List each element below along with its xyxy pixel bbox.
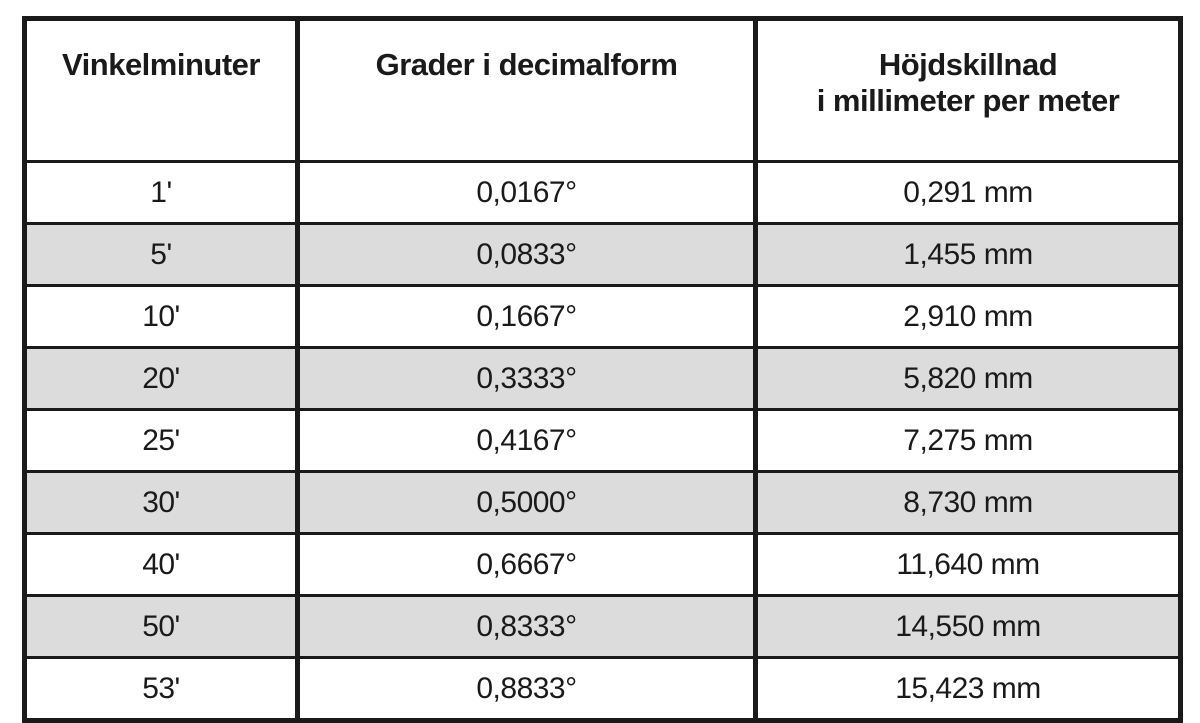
cell-minutes: 5' <box>22 222 300 287</box>
cell-degrees: 0,0833° <box>295 222 758 287</box>
table-row: 25' 0,4167° 7,275 mm <box>22 408 1183 473</box>
cell-minutes: 20' <box>22 346 300 411</box>
table-row: 30' 0,5000° 8,730 mm <box>22 470 1183 535</box>
cell-height: 14,550 mm <box>753 594 1183 659</box>
cell-height: 2,910 mm <box>753 284 1183 349</box>
table-row: 20' 0,3333° 5,820 mm <box>22 346 1183 411</box>
cell-degrees: 0,3333° <box>295 346 758 411</box>
cell-height: 5,820 mm <box>753 346 1183 411</box>
cell-degrees: 0,5000° <box>295 470 758 535</box>
cell-minutes: 30' <box>22 470 300 535</box>
header-hojdskillnad: Höjdskillnad i millimeter per meter <box>753 17 1183 163</box>
angle-conversion-table: Vinkelminuter Grader i decimalform Höjds… <box>22 16 1183 723</box>
cell-minutes: 25' <box>22 408 300 473</box>
cell-height: 8,730 mm <box>753 470 1183 535</box>
header-row: Vinkelminuter Grader i decimalform Höjds… <box>22 17 1183 163</box>
page: Vinkelminuter Grader i decimalform Höjds… <box>22 16 1183 723</box>
cell-degrees: 0,6667° <box>295 532 758 597</box>
table-row: 1' 0,0167° 0,291 mm <box>22 160 1183 225</box>
header-vinkelminuter: Vinkelminuter <box>22 17 300 163</box>
cell-height: 7,275 mm <box>753 408 1183 473</box>
table-row: 50' 0,8333° 14,550 mm <box>22 594 1183 659</box>
table-row: 40' 0,6667° 11,640 mm <box>22 532 1183 597</box>
cell-height: 0,291 mm <box>753 160 1183 225</box>
cell-degrees: 0,8333° <box>295 594 758 659</box>
header-grader-i-decimalform: Grader i decimalform <box>295 17 758 163</box>
table-row: 10' 0,1667° 2,910 mm <box>22 284 1183 349</box>
table-row: 5' 0,0833° 1,455 mm <box>22 222 1183 287</box>
cell-minutes: 1' <box>22 160 300 225</box>
cell-degrees: 0,1667° <box>295 284 758 349</box>
cell-height: 15,423 mm <box>753 656 1183 722</box>
cell-height: 11,640 mm <box>753 532 1183 597</box>
cell-minutes: 50' <box>22 594 300 659</box>
header-hojdskillnad-line1: Höjdskillnad <box>878 47 1058 82</box>
cell-height: 1,455 mm <box>753 222 1183 287</box>
cell-minutes: 10' <box>22 284 300 349</box>
cell-degrees: 0,4167° <box>295 408 758 473</box>
cell-minutes: 53' <box>22 656 300 722</box>
table-row: 53' 0,8833° 15,423 mm <box>22 656 1183 722</box>
cell-minutes: 40' <box>22 532 300 597</box>
header-hojdskillnad-line2: i millimeter per meter <box>816 83 1120 118</box>
cell-degrees: 0,8833° <box>295 656 758 722</box>
cell-degrees: 0,0167° <box>295 160 758 225</box>
